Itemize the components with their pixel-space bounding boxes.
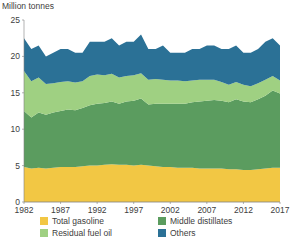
x-tick bbox=[60, 202, 61, 204]
x-tick-label: 2002 bbox=[161, 205, 180, 215]
x-tick bbox=[280, 202, 281, 204]
y-tick-label: 10 bbox=[11, 124, 21, 134]
x-tick-label: 2017 bbox=[271, 205, 290, 215]
area bbox=[24, 35, 280, 87]
plot-area bbox=[24, 35, 280, 202]
x-tick bbox=[243, 202, 244, 204]
legend-label: Total gasoline bbox=[52, 216, 104, 226]
legend-label: Residual fuel oil bbox=[52, 228, 112, 238]
legend-swatch bbox=[158, 229, 166, 237]
y-tick-label: 25 bbox=[11, 15, 21, 25]
x-tick bbox=[170, 202, 171, 204]
x-tick-label: 2007 bbox=[197, 205, 216, 215]
legend-swatch bbox=[40, 229, 48, 237]
x-tick-label: 2012 bbox=[234, 205, 253, 215]
legend-swatch bbox=[40, 217, 48, 225]
x-tick-label: 1992 bbox=[88, 205, 107, 215]
chart: Million tonnes05101520251982198719921997… bbox=[0, 0, 294, 247]
legend: Total gasoline Middle distillates Residual… bbox=[40, 216, 232, 238]
area bbox=[24, 164, 280, 202]
x-axis bbox=[24, 202, 280, 203]
legend-label: Others bbox=[170, 228, 196, 238]
legend-swatch bbox=[158, 217, 166, 225]
y-label: Million tonnes bbox=[2, 1, 54, 11]
x-tick bbox=[97, 202, 98, 204]
legend-label: Middle distillates bbox=[170, 216, 232, 226]
x-tick bbox=[133, 202, 134, 204]
x-tick-label: 1997 bbox=[124, 205, 143, 215]
x-tick-label: 1987 bbox=[51, 205, 70, 215]
y-tick-label: 5 bbox=[15, 161, 20, 171]
x-tick-label: 1982 bbox=[15, 205, 34, 215]
x-tick bbox=[206, 202, 207, 204]
y-tick-label: 15 bbox=[11, 88, 21, 98]
y-tick-label: 20 bbox=[11, 51, 21, 61]
y-axis bbox=[24, 20, 25, 202]
x-tick bbox=[24, 202, 25, 204]
